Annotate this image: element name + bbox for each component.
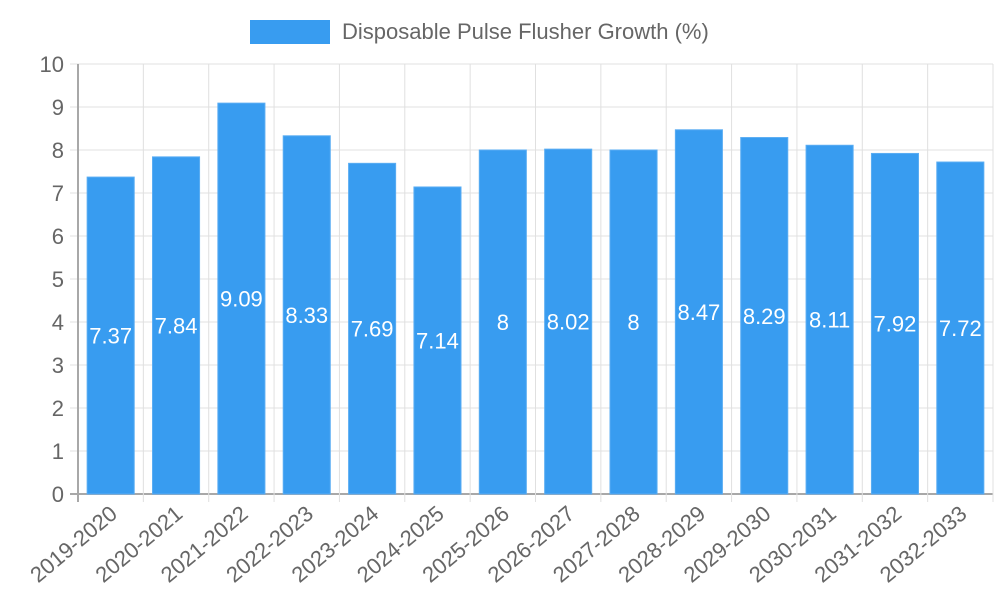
y-tick-label: 8 [52,138,64,163]
y-tick-label: 5 [52,267,64,292]
bar-value-label: 8 [627,310,639,335]
y-axis: 0 1 2 3 4 5 6 7 8 9 10 [40,52,64,507]
bar-value-labels: 7.37 7.84 9.09 8.33 7.69 7.14 8 8.02 8 8.47 8.29 8.… [89,287,981,354]
bar[interactable] [282,135,331,495]
bar-value-label: 9.09 [220,287,263,312]
y-tick-label: 6 [52,224,64,249]
bar-value-label: 7.72 [939,316,982,341]
bar-series [86,102,985,495]
y-tick-label: 3 [52,353,64,378]
grid-lines [70,63,994,502]
bar-value-label: 8 [497,310,509,335]
y-tick-label: 1 [52,439,64,464]
bar[interactable] [152,156,201,495]
x-axis: 2019-20202020-20212021-20222022-20232023… [25,501,971,588]
y-tick-label: 7 [52,181,64,206]
bar[interactable] [740,137,789,495]
bar-value-label: 7.14 [416,328,459,353]
bar[interactable] [805,144,854,495]
bar-value-label: 7.84 [155,313,198,338]
bar-value-label: 7.69 [351,317,394,342]
bar[interactable] [870,152,919,495]
legend-label[interactable]: Disposable Pulse Flusher Growth (%) [342,19,709,44]
y-tick-label: 9 [52,95,64,120]
bar[interactable] [413,186,462,495]
bar-value-label: 8.02 [547,310,590,335]
bar[interactable] [478,149,527,495]
legend-swatch[interactable] [250,20,330,44]
bar[interactable] [936,161,985,495]
bar-value-label: 8.29 [743,304,786,329]
y-tick-label: 4 [52,310,64,335]
bar[interactable] [544,148,593,495]
y-tick-label: 0 [52,482,64,507]
y-tick-label: 10 [40,52,64,77]
y-tick-label: 2 [52,396,64,421]
bar-value-label: 8.47 [677,300,720,325]
bar[interactable] [674,129,723,495]
bar-value-label: 7.37 [89,324,132,349]
bar[interactable] [609,149,658,495]
bar[interactable] [348,162,397,495]
legend[interactable]: Disposable Pulse Flusher Growth (%) [250,19,709,44]
bar[interactable] [86,176,135,495]
bar-value-label: 8.11 [809,308,850,333]
bar-value-label: 8.33 [285,303,328,328]
bar-value-label: 7.92 [874,312,917,337]
bar[interactable] [217,102,266,495]
